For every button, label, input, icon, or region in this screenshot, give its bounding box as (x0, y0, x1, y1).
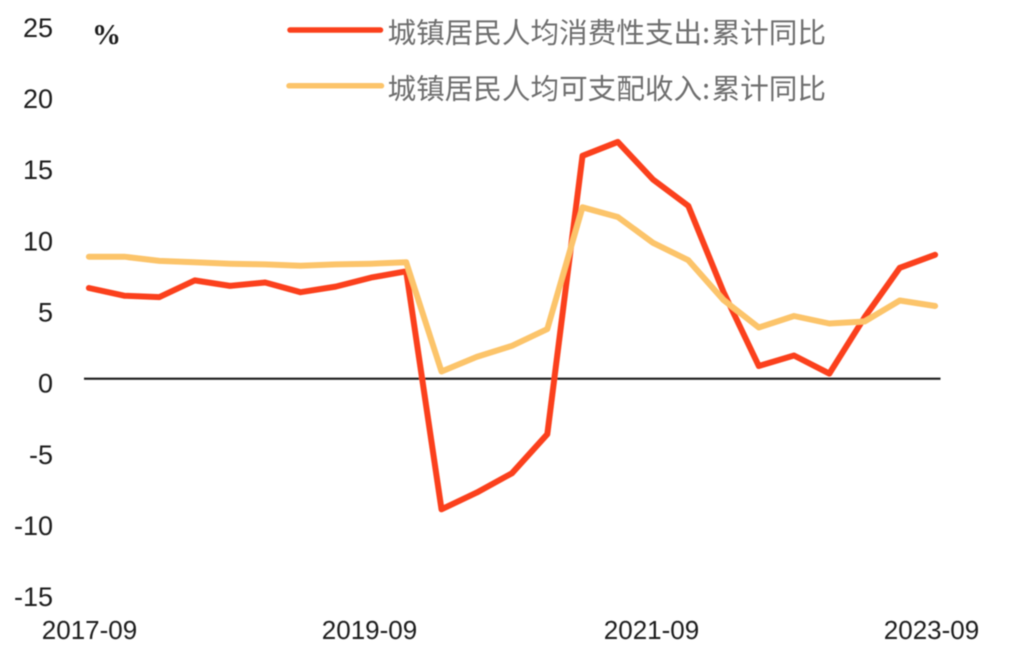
svg-text:10: 10 (23, 226, 53, 256)
svg-text:-5: -5 (29, 440, 53, 470)
svg-text:5: 5 (38, 298, 53, 328)
svg-text:2019-09: 2019-09 (322, 615, 417, 645)
svg-text:2023-09: 2023-09 (884, 615, 979, 645)
svg-text:15: 15 (23, 155, 53, 185)
svg-text:25: 25 (23, 13, 53, 43)
svg-text:20: 20 (23, 84, 53, 114)
svg-text:0: 0 (38, 369, 53, 399)
svg-text:-10: -10 (14, 511, 53, 541)
svg-text:2017-09: 2017-09 (42, 615, 137, 645)
svg-text:2021-09: 2021-09 (604, 615, 699, 645)
svg-text:%: % (92, 19, 121, 51)
svg-text:-15: -15 (14, 582, 53, 612)
